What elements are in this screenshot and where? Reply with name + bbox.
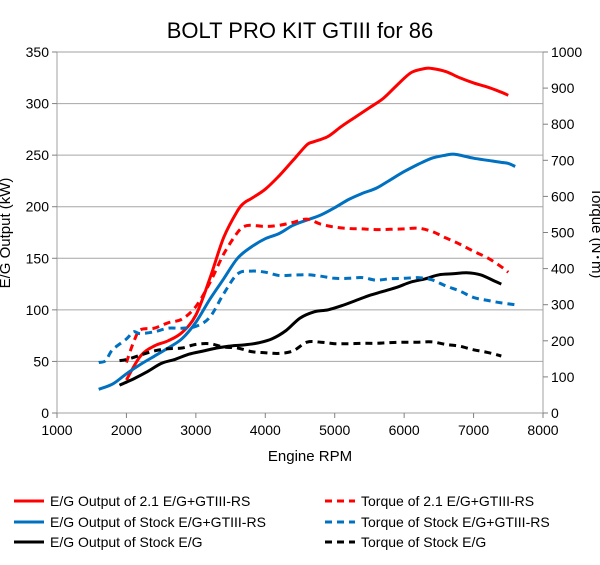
left-tick-label: 200 [26,199,50,215]
right-axis-title: Torque (N･m) [588,188,600,279]
x-tick-label: 4000 [250,422,281,438]
x-tick-label: 6000 [389,422,420,438]
right-tick-label: 900 [551,80,575,96]
legend-label: Torque of Stock E/G+GTIII-RS [361,514,550,530]
left-tick-label: 0 [41,405,49,421]
grid-lines [57,51,543,414]
legend-label: Torque of 2.1 E/G+GTIII-RS [361,493,534,509]
x-tick-label: 7000 [458,422,489,438]
right-tick-label: 1000 [551,44,582,60]
plot-area [56,51,544,414]
left-tick-label: 350 [26,44,50,60]
left-tick-label: 100 [26,302,50,318]
series-line-6 [119,340,502,363]
x-tick-label: 3000 [180,422,211,438]
left-tick-label: 300 [26,96,50,112]
right-tick-label: 300 [551,297,575,313]
left-axis-ticks: 0 50 100 150 200 250 300 350 [26,44,57,421]
right-tick-label: 200 [551,333,575,349]
x-tick-label: 2000 [111,422,142,438]
right-tick-label: 800 [551,116,575,132]
left-axis-title: E/G Output (kW) [0,178,14,289]
right-tick-label: 700 [551,152,575,168]
series-lines [98,66,516,391]
left-tick-label: 150 [26,250,50,266]
legend-label: Torque of Stock E/G [361,534,486,550]
left-tick-label: 250 [26,147,50,163]
legend-label: E/G Output of Stock E/G+GTIII-RS [50,514,266,530]
right-tick-label: 400 [551,261,575,277]
series-line-5 [98,269,516,364]
series-line-3 [118,271,502,387]
chart-title: BOLT PRO KIT GTIII for 86 [167,18,434,43]
right-axis-ticks: 0 100 200 300 400 500 600 700 800 900 1000 [543,44,582,421]
x-axis-title: Engine RPM [268,448,352,465]
x-axis-ticks: 1000 2000 3000 4000 5000 6000 7000 8000 [41,413,559,438]
right-tick-label: 500 [551,225,575,241]
x-tick-label: 1000 [41,422,72,438]
left-tick-label: 50 [33,353,49,369]
right-tick-label: 600 [551,188,575,204]
x-tick-label: 8000 [527,422,558,438]
right-tick-label: 0 [551,405,559,421]
legend: E/G Output of 2.1 E/G+GTIII-RS Torque of … [14,493,550,550]
right-tick-label: 100 [551,369,575,385]
x-tick-label: 5000 [319,422,350,438]
series-line-1 [125,66,509,381]
series-line-4 [124,217,510,364]
series-line-2 [98,152,516,391]
legend-label: E/G Output of Stock E/G [50,534,203,550]
legend-label: E/G Output of 2.1 E/G+GTIII-RS [50,493,250,509]
